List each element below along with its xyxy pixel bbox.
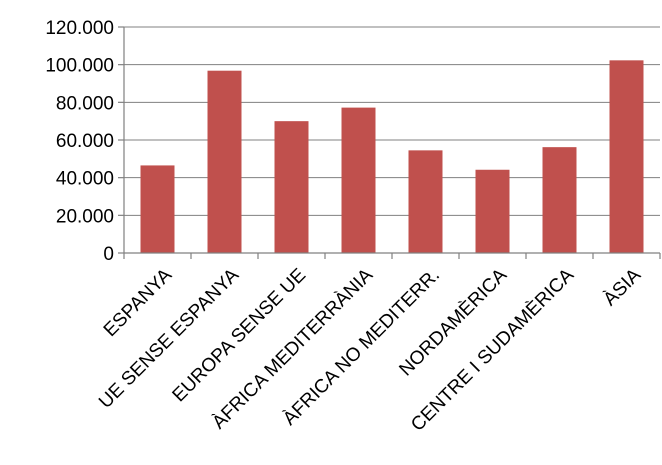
bar: [408, 150, 443, 253]
axes: [118, 26, 661, 259]
x-tick-label: ÀSIA: [600, 265, 646, 311]
y-tick-label: 120.000: [45, 18, 114, 39]
gridlines: [124, 26, 660, 216]
bar: [341, 107, 376, 254]
y-tick-label: 60.000: [56, 131, 114, 152]
x-tick-label: EUROPA SENSE UE: [169, 265, 311, 407]
bars: [140, 60, 644, 254]
bar: [542, 147, 577, 253]
y-tick-label: 0: [103, 244, 114, 265]
y-tick-label: 100.000: [45, 56, 114, 77]
y-tick-label: 20.000: [56, 206, 114, 227]
bar: [140, 165, 175, 253]
bar: [475, 169, 510, 253]
bar: [274, 121, 309, 254]
bar: [609, 60, 644, 254]
y-tick-label: 40.000: [56, 169, 114, 190]
bar: [207, 70, 242, 254]
y-tick-label: 80.000: [56, 93, 114, 114]
y-tick-labels: 0 20.000 40.000 60.000 80.000 100.000 120.000: [45, 18, 114, 265]
